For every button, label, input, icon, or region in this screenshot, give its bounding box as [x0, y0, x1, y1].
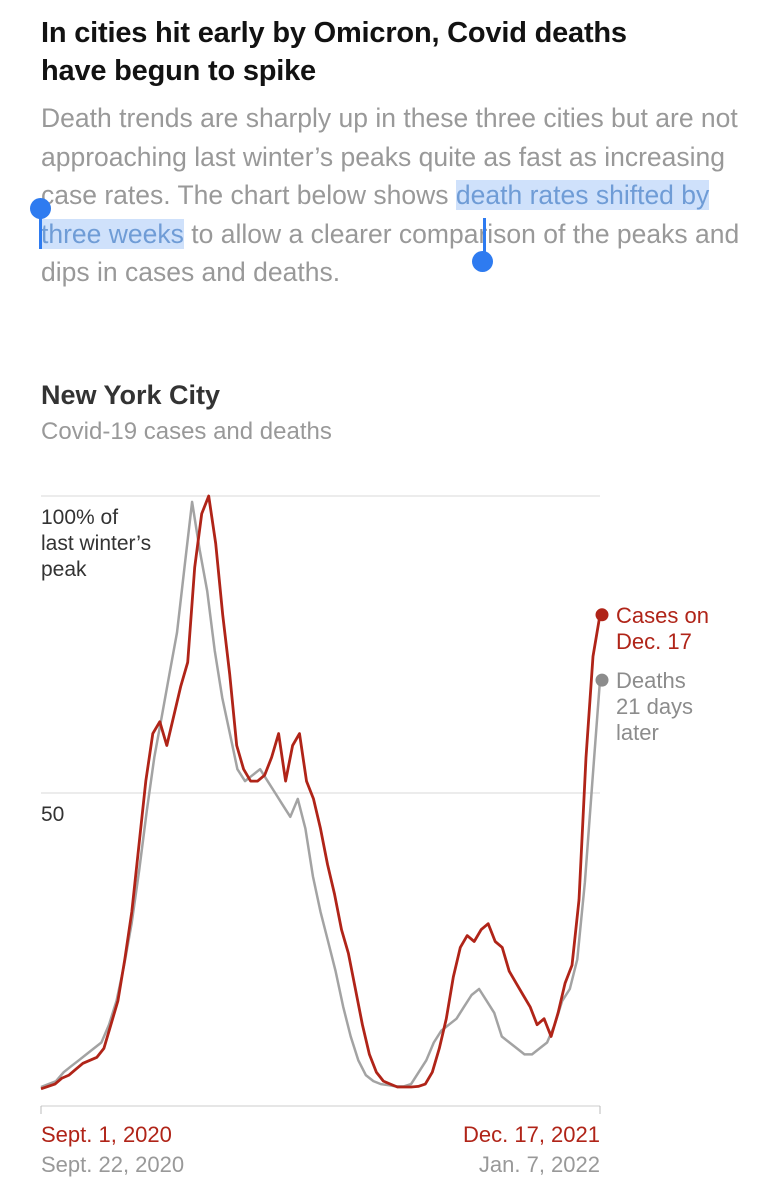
- x-tick-label-deaths: Sept. 22, 2020: [41, 1152, 184, 1177]
- dek-text-1: Death trends are sharply up in these thr…: [41, 103, 738, 210]
- deaths-end-label: Deaths: [616, 668, 686, 693]
- x-tick-label-deaths: Jan. 7, 2022: [479, 1152, 600, 1177]
- headline-line-2: have begun to spike: [41, 55, 316, 87]
- chart: 100% of last winter’s peak 50 Sept. 1, 2020 S…: [40, 494, 709, 1177]
- headline-line-1: In cities hit early by Omicron, Covid de…: [41, 17, 627, 49]
- chart-title: New York City: [41, 380, 221, 410]
- selection-start-caret: [39, 212, 42, 249]
- y-tick-label: 50: [41, 803, 64, 826]
- selection-start-handle[interactable]: [30, 198, 51, 219]
- y-tick-label: last winter’s: [41, 532, 151, 555]
- y-tick-label: peak: [41, 558, 87, 581]
- dek[interactable]: Death trends are sharply up in these thr…: [41, 99, 741, 292]
- x-tick-label-cases: Dec. 17, 2021: [463, 1122, 600, 1147]
- headline: In cities hit early by Omicron, Covid de…: [41, 14, 731, 90]
- dek-text-2: to allow a clearer comparison of the pea…: [41, 218, 740, 288]
- selection-end-caret: [483, 218, 486, 255]
- deaths-line: [40, 500, 602, 1089]
- deaths-end-point: [595, 673, 609, 687]
- deaths-end-label: later: [616, 720, 659, 745]
- chart-subtitle: Covid-19 cases and deaths: [41, 418, 332, 445]
- cases-end-point: [595, 608, 609, 622]
- cases-end-label: Cases on: [616, 603, 709, 628]
- cases-end-label: Dec. 17: [616, 629, 692, 654]
- selection-end-handle[interactable]: [472, 251, 493, 272]
- cases-line: [40, 494, 602, 1091]
- x-tick-label-cases: Sept. 1, 2020: [41, 1122, 172, 1147]
- deaths-end-label: 21 days: [616, 694, 693, 719]
- y-tick-label: 100% of: [41, 506, 118, 529]
